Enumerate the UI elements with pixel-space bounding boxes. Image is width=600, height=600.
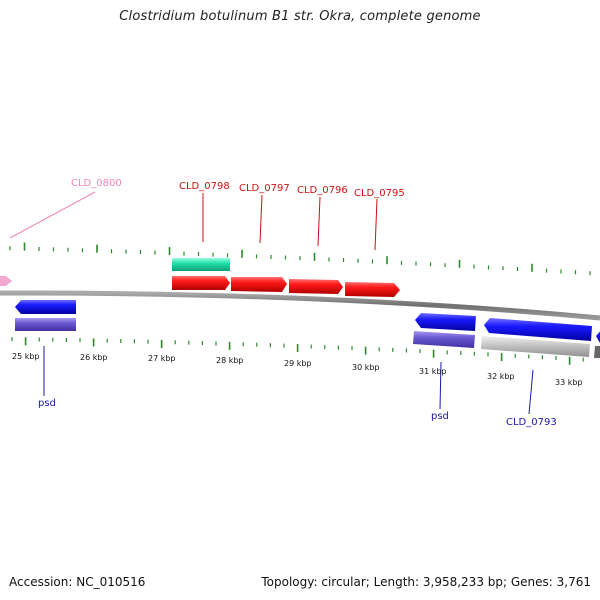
scale-label-29kbp: 29 kbp <box>284 359 312 368</box>
label-psd-left: psd <box>38 398 56 409</box>
genome-backbone <box>0 290 600 321</box>
callout-line-cld0796 <box>317 196 321 247</box>
scale-label-26kbp: 26 kbp <box>80 353 108 362</box>
grey-feature <box>481 336 590 357</box>
label-cld0798: CLD_0798 <box>179 181 230 192</box>
label-cld0796: CLD_0796 <box>297 185 348 196</box>
gene-arrow-cld0797 <box>231 277 287 292</box>
label-cld0793: CLD_0793 <box>506 417 557 428</box>
gene-arrow-cld0798 <box>172 276 230 290</box>
gene-arrow-cld0793 <box>484 318 592 341</box>
callout-line-cld0800 <box>9 191 96 239</box>
grey-feature-edge <box>594 346 600 358</box>
gene-arrow-cld0795 <box>345 282 400 297</box>
purple-feature-right <box>413 331 475 348</box>
map-title: Clostridium botulinum B1 str. Okra, comp… <box>119 9 481 24</box>
scale-label-28kbp: 28 kbp <box>216 356 244 365</box>
label-cld0797: CLD_0797 <box>239 183 290 194</box>
outer-tick-marks <box>9 242 591 276</box>
gene-arrow-psd-right <box>415 313 476 331</box>
gene-arrow-cld0796 <box>289 279 343 294</box>
callout-line-cld0797 <box>259 194 263 244</box>
scale-label-32kbp: 32 kbp <box>487 372 515 381</box>
callout-line-cld0793 <box>528 369 534 415</box>
teal-feature <box>172 258 230 271</box>
pink-feature-arrow <box>0 276 12 286</box>
purple-feature-left <box>15 318 76 331</box>
callout-line-cld0795 <box>374 198 378 251</box>
label-psd-right: psd <box>431 411 449 422</box>
gene-arrow-psd-left <box>15 300 76 314</box>
accession-text: Accession: NC_010516 <box>9 575 146 589</box>
label-cld0795: CLD_0795 <box>354 188 405 199</box>
scale-label-31kbp: 31 kbp <box>419 367 447 376</box>
scale-label-33kbp: 33 kbp <box>555 378 583 387</box>
label-cld0800: CLD_0800 <box>71 178 122 189</box>
gene-arrow-edge-right <box>596 331 600 343</box>
scale-label-27kbp: 27 kbp <box>148 354 176 363</box>
scale-label-25kbp: 25 kbp <box>12 352 40 361</box>
genome-summary-text: Topology: circular; Length: 3,958,233 bp… <box>261 575 591 589</box>
callout-line-psd-right <box>439 361 442 410</box>
scale-label-30kbp: 30 kbp <box>352 363 380 372</box>
inner-tick-marks <box>11 337 584 365</box>
